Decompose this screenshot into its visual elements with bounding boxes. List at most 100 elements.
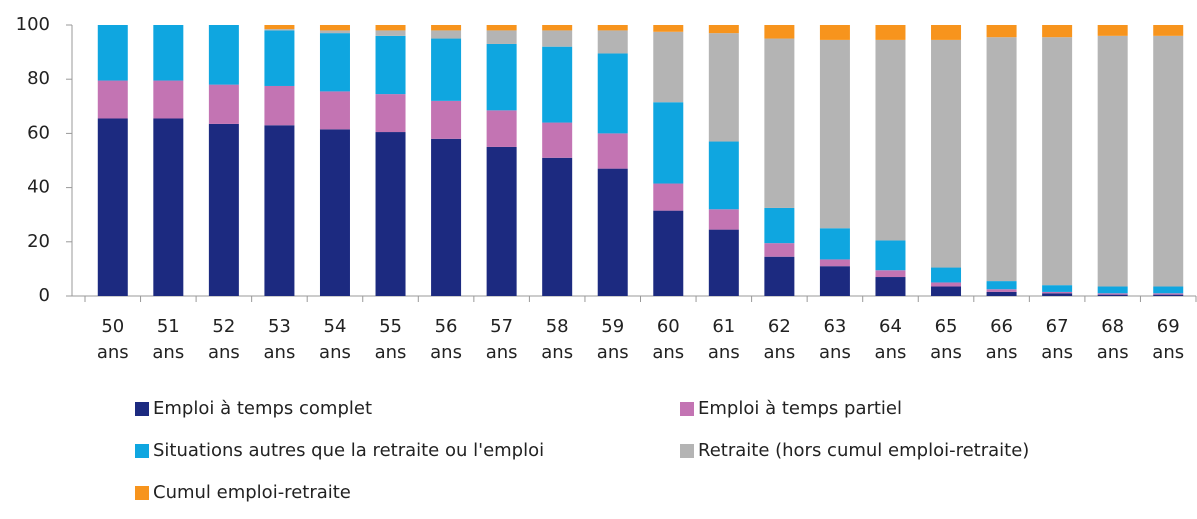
x-tick-label: 58 ans — [541, 316, 574, 363]
x-tick-label: 63 ans — [819, 316, 851, 363]
bar-segment — [431, 25, 462, 31]
bar-segment — [708, 141, 739, 210]
legend-swatch — [135, 401, 149, 416]
bar-segment — [153, 25, 184, 81]
bar-segment — [264, 85, 295, 126]
legend-label: Emploi à temps complet — [153, 398, 373, 419]
x-tick-label: 52 ans — [207, 316, 240, 363]
bar-segment — [1097, 25, 1128, 36]
bar-segment — [319, 33, 350, 92]
legend-item: Situations autres que la retraite ou l'e… — [135, 440, 544, 461]
bar-segment — [542, 122, 573, 158]
bar-segment — [486, 25, 517, 31]
bar-segment — [986, 289, 1017, 292]
x-tick-label: 66 ans — [985, 316, 1018, 363]
bar-segment — [653, 210, 684, 296]
bar-segment — [1153, 35, 1184, 287]
bar-segment — [319, 129, 350, 296]
bar-segment — [986, 37, 1017, 282]
legend-item: Emploi à temps partiel — [680, 398, 902, 419]
bar-segment — [153, 80, 184, 119]
bar-segment — [1153, 293, 1184, 295]
bar-segment — [208, 123, 239, 296]
bar-segment — [1042, 37, 1073, 286]
bar-segment — [764, 38, 795, 208]
bar-segment — [431, 30, 462, 39]
x-tick-label: 64 ans — [874, 316, 907, 363]
bar-segment — [1042, 293, 1073, 296]
bar-segment — [819, 39, 850, 229]
bar-segment — [597, 30, 628, 54]
x-tick-label: 54 ans — [319, 316, 351, 363]
x-tick-label: 60 ans — [652, 316, 685, 363]
bar-segment — [542, 157, 573, 296]
legend-swatch — [135, 443, 149, 458]
bar-segment — [486, 30, 517, 44]
bar-segment — [764, 256, 795, 296]
bar-segment — [542, 46, 573, 123]
bar-segment — [875, 277, 906, 296]
x-tick-label: 61 ans — [707, 316, 740, 363]
bar-segment — [708, 25, 739, 34]
bar-segment — [208, 25, 239, 85]
bar-segment — [764, 25, 795, 39]
bar-segment — [153, 118, 184, 297]
bar-segment — [431, 138, 462, 296]
bar-segment — [375, 35, 406, 95]
bar-segment — [542, 25, 573, 31]
bar-segment — [208, 84, 239, 124]
bar-segment — [375, 25, 406, 31]
bar-segment — [1153, 286, 1184, 294]
x-tick-label: 56 ans — [430, 316, 462, 363]
bar-segment — [708, 229, 739, 296]
bar-segment — [1153, 25, 1184, 36]
legend-item: Retraite (hors cumul emploi-retraite) — [680, 440, 1029, 461]
bar-segment — [486, 43, 517, 111]
bar-segment — [1097, 294, 1128, 296]
bar-segment — [97, 118, 128, 297]
bar-segment — [1097, 293, 1128, 295]
bar-segment — [764, 207, 795, 244]
bar-segment — [486, 110, 517, 147]
x-tick-label: 62 ans — [763, 316, 796, 363]
legend-item: Emploi à temps complet — [135, 398, 372, 419]
bar-segment — [264, 125, 295, 297]
bar-segment — [597, 168, 628, 296]
bar-segment — [931, 39, 962, 268]
x-tick-label: 55 ans — [374, 316, 407, 363]
bar-segment — [486, 146, 517, 296]
bar-segment — [653, 102, 684, 184]
bar-segment — [597, 53, 628, 134]
bar-segment — [319, 91, 350, 130]
bar-segment — [97, 25, 128, 81]
bar-segment — [1042, 291, 1073, 294]
legend-swatch — [680, 401, 694, 416]
bar-segment — [931, 286, 962, 296]
bar-segment — [1097, 35, 1128, 287]
y-tick-label: 0 — [39, 285, 50, 306]
bar-segment — [431, 100, 462, 139]
y-tick-label: 80 — [27, 68, 50, 89]
y-tick-label: 40 — [27, 177, 50, 198]
x-tick-label: 57 ans — [485, 316, 518, 363]
bar-segment — [708, 209, 739, 230]
bar-segment — [319, 30, 350, 34]
y-tick-label: 20 — [27, 231, 50, 252]
legend-swatch — [135, 485, 149, 500]
bar-segment — [264, 30, 295, 86]
bar-segment — [1042, 25, 1073, 38]
bar-segment — [264, 29, 295, 31]
bar-segment — [875, 25, 906, 40]
x-tick-label: 53 ans — [263, 316, 296, 363]
bar-segment — [931, 282, 962, 287]
bar-segment — [264, 25, 295, 30]
bar-segment — [819, 228, 850, 260]
bar-segment — [597, 133, 628, 169]
x-tick-label: 51 ans — [152, 316, 185, 363]
bar-segment — [986, 291, 1017, 296]
bar-segment — [708, 33, 739, 142]
bar-segment — [1097, 286, 1128, 294]
legend-swatch — [680, 443, 694, 458]
bar-segment — [97, 80, 128, 119]
